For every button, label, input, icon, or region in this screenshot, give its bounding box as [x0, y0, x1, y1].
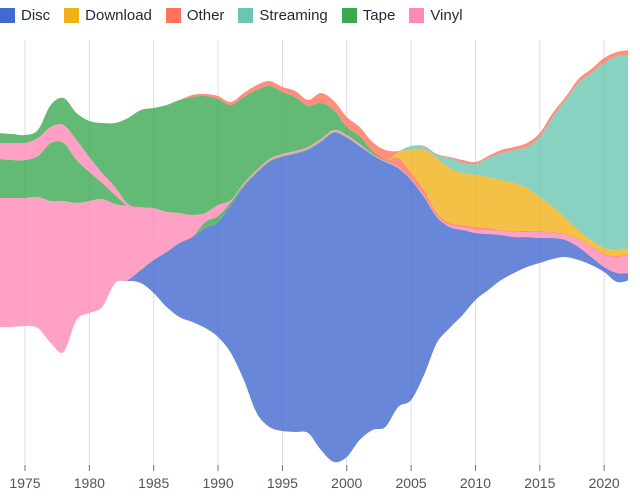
- legend-label: Other: [186, 7, 225, 24]
- legend-item-tape: Tape: [341, 7, 396, 24]
- legend-item-streaming: Streaming: [238, 7, 328, 24]
- area-vinyl-4: [0, 124, 628, 257]
- legend-swatch-other: [165, 8, 181, 23]
- x-axis: 1975 1980 1985 1990 1995 2000 2005 2010 2015 2020: [9, 465, 620, 491]
- x-tick-label: 1985: [138, 475, 169, 491]
- x-tick-label: 1975: [9, 475, 40, 491]
- x-tick-label: 2000: [331, 475, 362, 491]
- legend-item-disc: Disc: [0, 7, 50, 24]
- legend-label: Vinyl: [430, 7, 463, 24]
- legend-item-download: Download: [64, 7, 152, 24]
- legend-label: Tape: [362, 7, 396, 24]
- x-tick-label: 2005: [396, 475, 427, 491]
- legend-swatch-download: [64, 8, 80, 23]
- legend-swatch-disc: [0, 8, 15, 23]
- area-download-7: [0, 85, 628, 256]
- legend-item-vinyl: Vinyl: [409, 7, 463, 24]
- area-tape-5: [0, 85, 628, 257]
- legend-swatch-streaming: [238, 8, 254, 23]
- x-tick-label: 1990: [202, 475, 233, 491]
- legend-item-other: Other: [165, 7, 225, 24]
- x-tick-label: 1995: [267, 475, 298, 491]
- x-tick-label: 2010: [460, 475, 491, 491]
- x-tick-label: 2015: [524, 475, 555, 491]
- area-tape-3: [0, 129, 628, 257]
- legend-label: Disc: [21, 7, 51, 24]
- areas: [0, 50, 628, 463]
- legend-swatch-vinyl: [409, 8, 425, 23]
- area-vinyl-2: [0, 129, 628, 353]
- x-tick-label: 2020: [589, 475, 620, 491]
- legend-label: Download: [85, 7, 152, 24]
- legend-swatch-tape: [341, 8, 357, 23]
- legend: Disc Download Other Streaming Tape Vinyl: [0, 7, 477, 24]
- area-disc-0: [0, 132, 628, 463]
- legend-label: Streaming: [259, 7, 328, 24]
- x-tick-label: 1980: [74, 475, 105, 491]
